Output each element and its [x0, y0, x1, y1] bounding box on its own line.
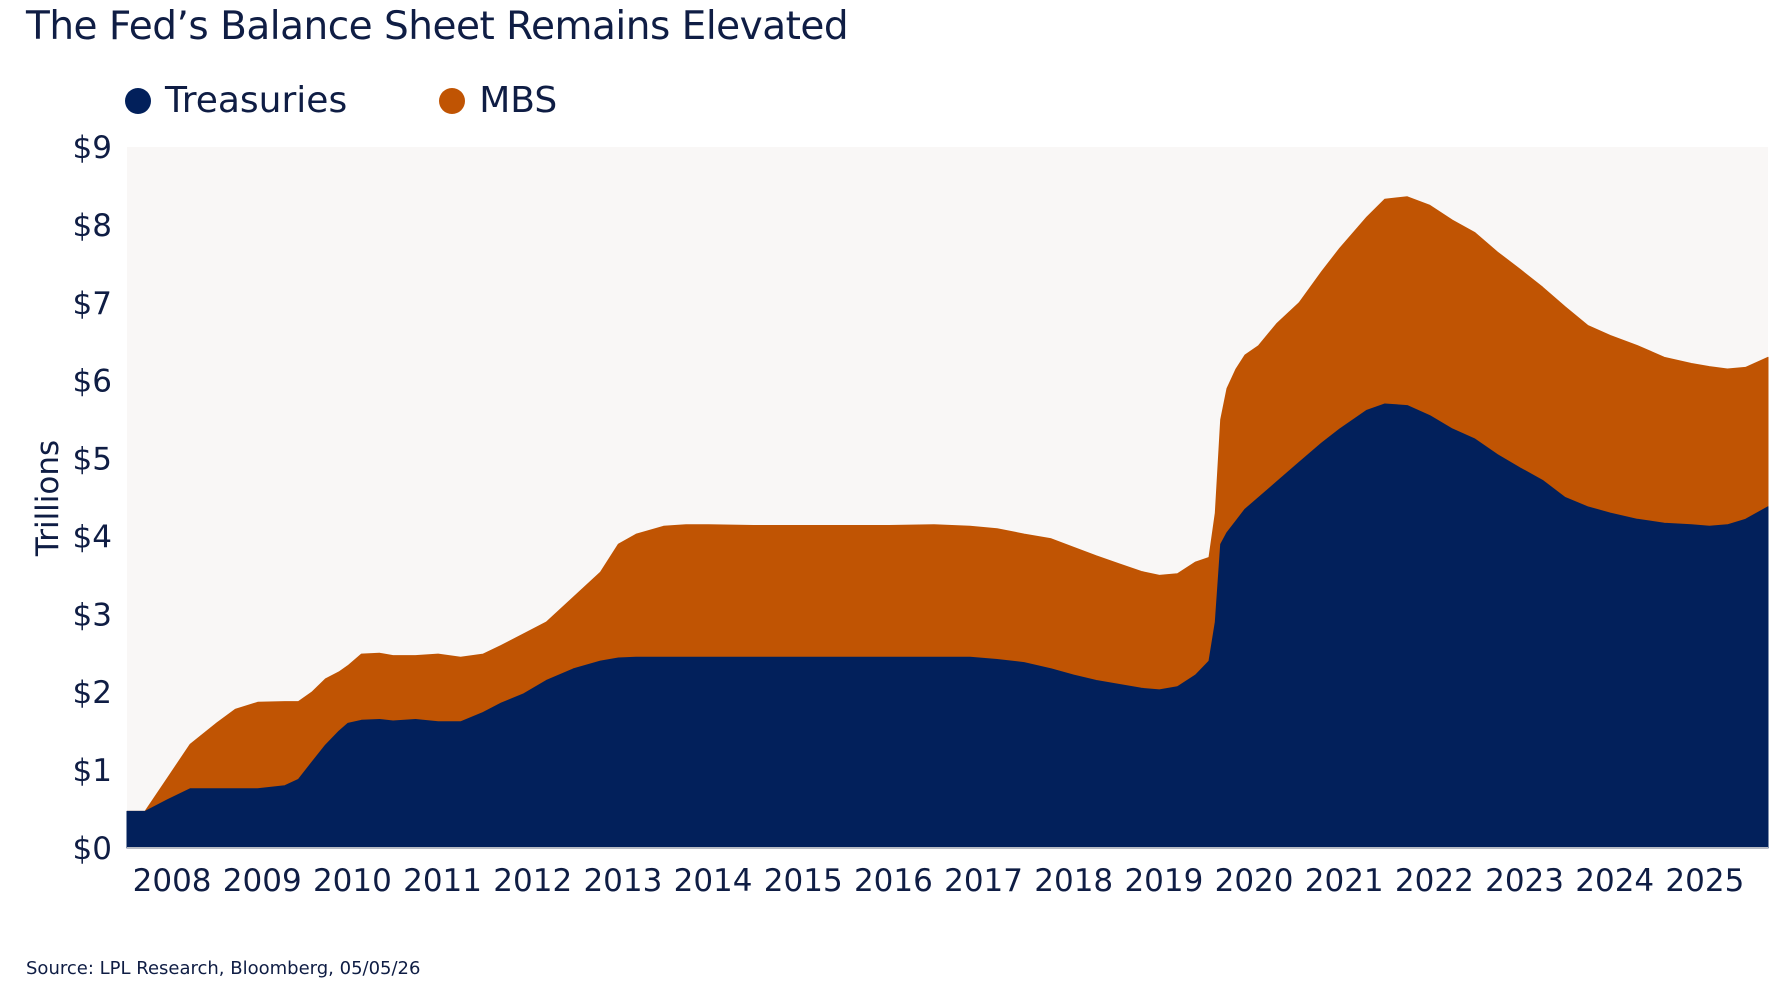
- x-tick-label: 2013: [583, 863, 662, 899]
- chart-area: $0 $1 $2 $3 $4 $5 $6 $7 $8 $9 2008 2009 2010 2011 201…: [30, 130, 1769, 899]
- chart-legend: Treasuries MBS: [125, 80, 649, 121]
- source-note: Source: LPL Research, Bloomberg, 05/05/2…: [26, 958, 421, 979]
- x-tick-label: 2010: [313, 863, 392, 899]
- y-tick-label: $2: [73, 675, 112, 711]
- y-tick-label: $5: [73, 442, 112, 478]
- y-tick-label: $6: [73, 364, 112, 400]
- x-tick-label: 2021: [1305, 863, 1384, 899]
- legend-entry-treasuries: Treasuries: [125, 80, 347, 121]
- y-tick-label: $0: [73, 831, 112, 867]
- x-tick-label: 2025: [1665, 863, 1744, 899]
- y-tick-label: $4: [73, 519, 112, 555]
- legend-swatch-treasuries: [125, 87, 151, 114]
- y-axis-title: Trillions: [30, 440, 66, 557]
- legend-label-treasuries: Treasuries: [165, 80, 348, 121]
- chart-title: The Fed’s Balance Sheet Remains Elevated: [26, 4, 849, 49]
- x-tick-label: 2011: [403, 863, 482, 899]
- x-tick-label: 2016: [854, 863, 933, 899]
- x-tick-label: 2019: [1124, 863, 1203, 899]
- x-tick-label: 2023: [1485, 863, 1564, 899]
- legend-swatch-mbs: [439, 87, 466, 114]
- x-tick-label: 2014: [674, 863, 753, 899]
- x-tick-label: 2009: [223, 863, 302, 899]
- x-tick-label: 2017: [944, 863, 1023, 899]
- legend-entry-mbs: MBS: [439, 80, 557, 121]
- x-tick-label: 2018: [1034, 863, 1113, 899]
- legend-label-mbs: MBS: [479, 80, 558, 121]
- x-tick-label: 2024: [1575, 863, 1654, 899]
- y-tick-label: $9: [73, 130, 112, 166]
- y-tick-label: $1: [73, 753, 112, 789]
- y-tick-label: $8: [73, 208, 112, 244]
- x-tick-label: 2015: [764, 863, 843, 899]
- x-tick-label: 2022: [1395, 863, 1474, 899]
- y-tick-label: $7: [73, 286, 112, 322]
- x-tick-label: 2020: [1215, 863, 1294, 899]
- y-tick-label: $3: [73, 597, 112, 633]
- y-axis-ticks: $0 $1 $2 $3 $4 $5 $6 $7 $8 $9: [73, 130, 112, 867]
- x-tick-label: 2012: [493, 863, 572, 899]
- x-axis-ticks: 2008 2009 2010 2011 2012 2013 2014 2015 2016 2017…: [133, 863, 1745, 899]
- x-tick-label: 2008: [133, 863, 212, 899]
